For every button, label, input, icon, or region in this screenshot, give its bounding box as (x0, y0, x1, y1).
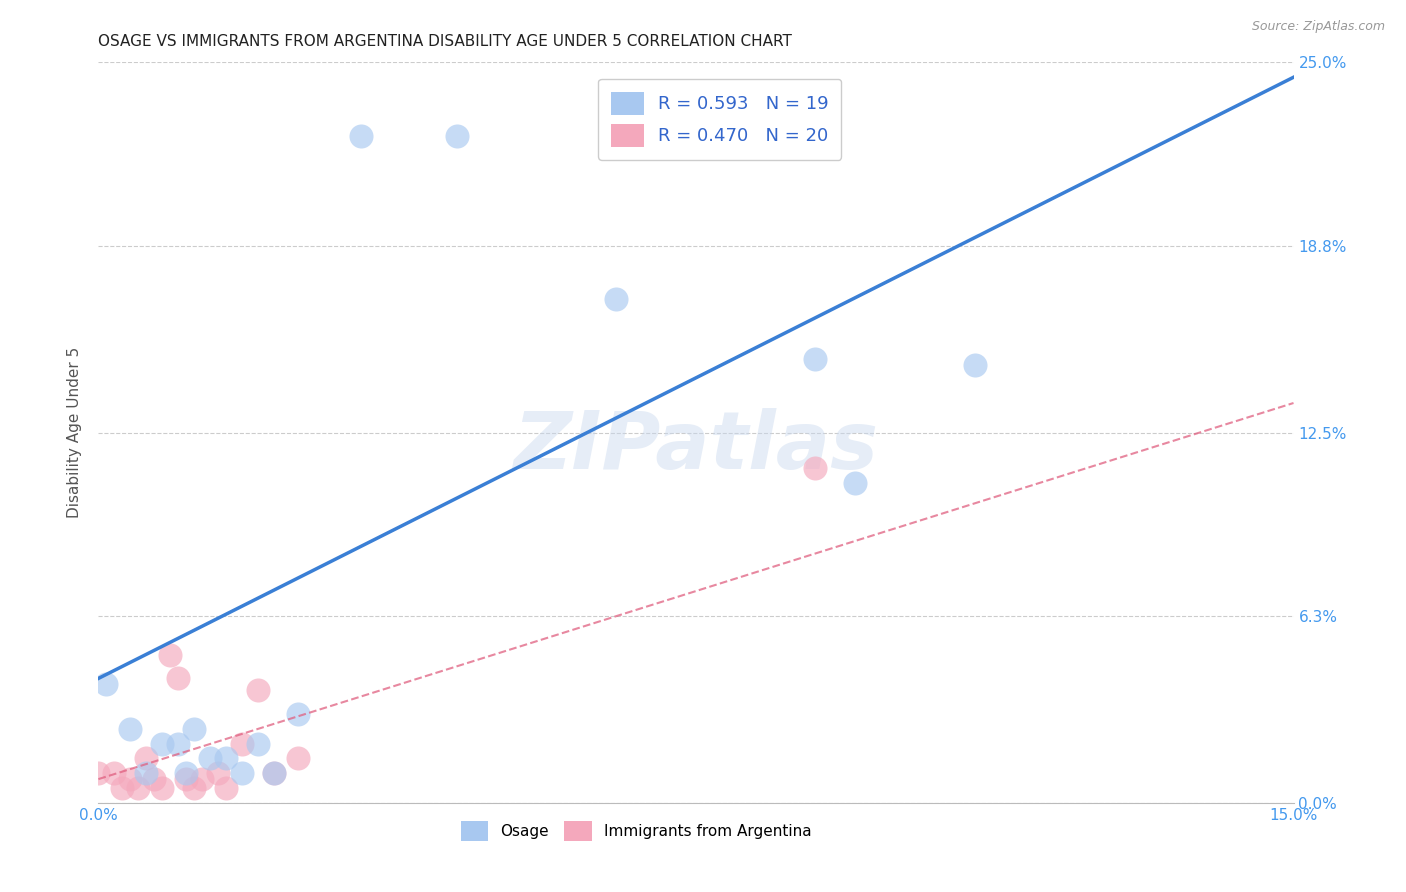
Point (804, 351, 827, 366)
Point (446, 129, 468, 144)
Text: ZIPatlas: ZIPatlas (513, 409, 879, 486)
Point (263, 766, 285, 780)
Point (135, 766, 157, 780)
Point (287, 706, 309, 721)
Point (174, 766, 197, 780)
Text: Source: ZipAtlas.com: Source: ZipAtlas.com (1251, 20, 1385, 33)
Point (183, 722, 205, 736)
Point (96, 677, 118, 691)
Point (150, 737, 173, 751)
Point (231, 737, 253, 751)
Point (87, 766, 110, 780)
Point (167, 737, 190, 751)
Legend: Osage, Immigrants from Argentina: Osage, Immigrants from Argentina (454, 815, 818, 847)
Point (207, 766, 229, 780)
Point (103, 766, 125, 780)
Text: OSAGE VS IMMIGRANTS FROM ARGENTINA DISABILITY AGE UNDER 5 CORRELATION CHART: OSAGE VS IMMIGRANTS FROM ARGENTINA DISAB… (98, 34, 793, 49)
Point (844, 475, 866, 490)
Y-axis label: Disability Age Under 5: Disability Age Under 5 (67, 347, 83, 518)
Point (135, 751, 157, 765)
Point (246, 683, 269, 698)
Point (231, 766, 253, 780)
Point (263, 766, 285, 780)
Point (215, 751, 238, 765)
Point (350, 129, 373, 144)
Point (191, 772, 214, 786)
Point (174, 772, 197, 786)
Point (167, 672, 190, 686)
Point (127, 780, 149, 795)
Point (120, 772, 142, 786)
Point (143, 772, 166, 786)
Point (287, 751, 309, 765)
Point (804, 461, 827, 475)
Point (215, 780, 238, 795)
Point (198, 751, 221, 765)
Point (963, 358, 986, 372)
Point (150, 780, 173, 795)
Point (605, 293, 627, 307)
Point (120, 722, 142, 736)
Point (183, 780, 205, 795)
Point (246, 737, 269, 751)
Point (159, 648, 181, 662)
Point (111, 780, 134, 795)
